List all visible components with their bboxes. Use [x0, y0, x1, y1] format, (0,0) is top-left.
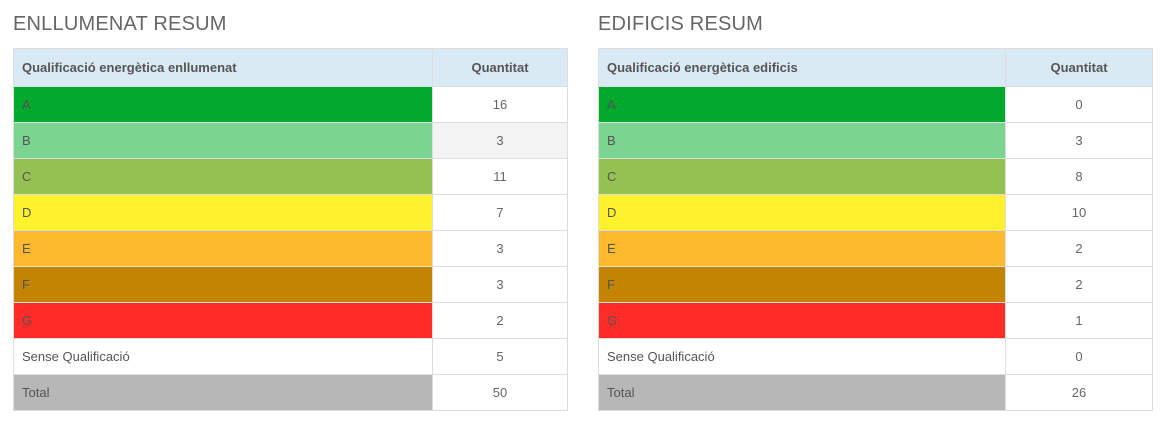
quantity-cell: 1	[1005, 302, 1153, 339]
table-total-row: Total 50	[13, 374, 568, 411]
quantity-column-header: Quantitat	[432, 48, 568, 87]
lighting-summary-table: Qualificació energètica enllumenat Quant…	[13, 48, 568, 411]
table-row: B 3	[13, 122, 568, 159]
table-row: A 0	[598, 86, 1153, 123]
grade-cell-unrated: Sense Qualificació	[598, 338, 1006, 375]
rating-column-header: Qualificació energètica edificis	[598, 48, 1006, 87]
table-row: G 2	[13, 302, 568, 339]
grade-cell-f: F	[598, 266, 1006, 303]
grade-cell-unrated: Sense Qualificació	[13, 338, 433, 375]
grade-cell-g: G	[13, 302, 433, 339]
quantity-cell: 3	[432, 230, 568, 267]
quantity-cell: 3	[1005, 122, 1153, 159]
grade-cell-c: C	[598, 158, 1006, 195]
quantity-cell: 16	[432, 86, 568, 123]
buildings-summary-title: EDIFICIS RESUM	[598, 13, 764, 35]
table-row: C 11	[13, 158, 568, 195]
grade-cell-b: B	[598, 122, 1006, 159]
buildings-summary-table: Qualificació energètica edificis Quantit…	[598, 48, 1153, 411]
quantity-cell: 10	[1005, 194, 1153, 231]
grade-cell-a: A	[13, 86, 433, 123]
total-label-cell: Total	[13, 374, 433, 411]
grade-cell-a: A	[598, 86, 1006, 123]
buildings-summary-panel: EDIFICIS RESUM Qualificació energètica e…	[598, 0, 1153, 411]
grade-cell-e: E	[598, 230, 1006, 267]
table-row: A 16	[13, 86, 568, 123]
table-total-row: Total 26	[598, 374, 1153, 411]
table-row: B 3	[598, 122, 1153, 159]
grade-cell-e: E	[13, 230, 433, 267]
total-quantity-cell: 50	[432, 374, 568, 411]
quantity-cell: 2	[432, 302, 568, 339]
grade-cell-b: B	[13, 122, 433, 159]
quantity-column-header: Quantitat	[1005, 48, 1153, 87]
quantity-cell: 8	[1005, 158, 1153, 195]
table-header-row: Qualificació energètica enllumenat Quant…	[13, 48, 568, 87]
quantity-cell: 5	[432, 338, 568, 375]
grade-cell-c: C	[13, 158, 433, 195]
rating-column-header: Qualificació energètica enllumenat	[13, 48, 433, 87]
quantity-cell: 3	[432, 122, 568, 159]
table-row: F 2	[598, 266, 1153, 303]
quantity-cell: 0	[1005, 338, 1153, 375]
table-row: D 10	[598, 194, 1153, 231]
grade-cell-d: D	[598, 194, 1006, 231]
table-row: D 7	[13, 194, 568, 231]
table-row: Sense Qualificació 5	[13, 338, 568, 375]
quantity-cell: 0	[1005, 86, 1153, 123]
grade-cell-g: G	[598, 302, 1006, 339]
table-row: G 1	[598, 302, 1153, 339]
table-row: E 2	[598, 230, 1153, 267]
total-label-cell: Total	[598, 374, 1006, 411]
lighting-summary-title: ENLLUMENAT RESUM	[13, 13, 227, 35]
quantity-cell: 3	[432, 266, 568, 303]
table-row: C 8	[598, 158, 1153, 195]
lighting-summary-panel: ENLLUMENAT RESUM Qualificació energètica…	[13, 0, 568, 411]
quantity-cell: 2	[1005, 266, 1153, 303]
quantity-cell: 7	[432, 194, 568, 231]
quantity-cell: 2	[1005, 230, 1153, 267]
table-row: F 3	[13, 266, 568, 303]
grade-cell-d: D	[13, 194, 433, 231]
grade-cell-f: F	[13, 266, 433, 303]
table-row: Sense Qualificació 0	[598, 338, 1153, 375]
quantity-cell: 11	[432, 158, 568, 195]
table-header-row: Qualificació energètica edificis Quantit…	[598, 48, 1153, 87]
table-row: E 3	[13, 230, 568, 267]
total-quantity-cell: 26	[1005, 374, 1153, 411]
